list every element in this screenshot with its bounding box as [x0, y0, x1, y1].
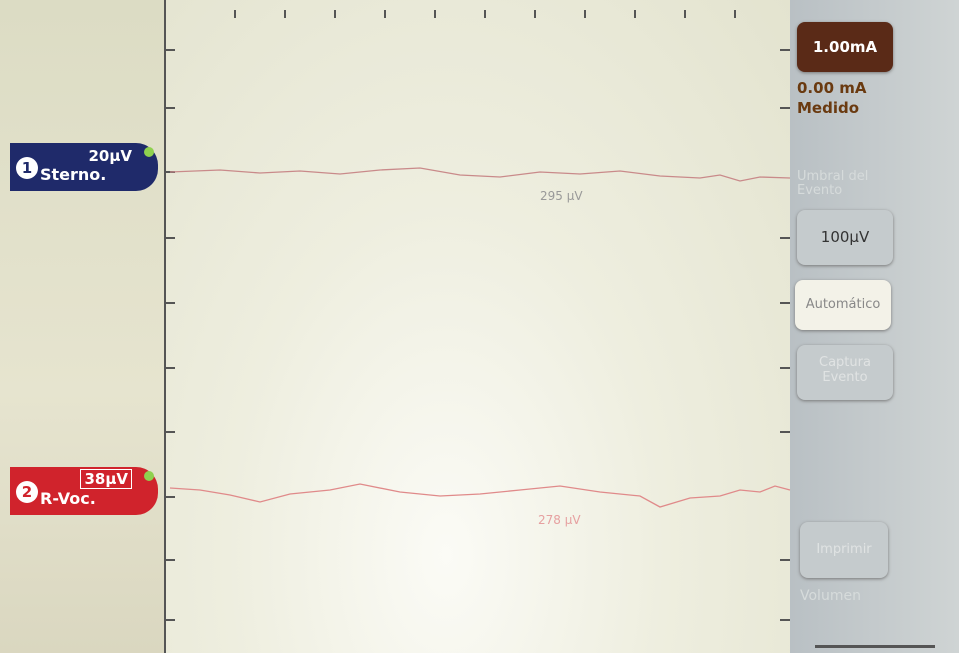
status-dot	[144, 471, 154, 481]
auto-button[interactable]: Automático	[795, 280, 891, 330]
channel-2-label[interactable]: 2 38µV R-Voc.	[10, 467, 158, 515]
trace-reading: 278 µV	[538, 513, 581, 527]
status-dot	[144, 147, 154, 157]
trace-2	[170, 484, 790, 507]
channel-name: Sterno.	[40, 165, 106, 184]
channel-amplitude: 20µV	[88, 147, 132, 165]
monitor-screen: 1 20µV Sterno. 2 38µV R-Voc. 295 µV 278 …	[0, 0, 959, 653]
trace-reading: 295 µV	[540, 189, 583, 203]
capture-button[interactable]: Captura Evento	[797, 345, 893, 400]
channel-number: 1	[16, 157, 38, 179]
stimulus-button[interactable]: 1.00mA	[797, 22, 893, 72]
threshold-label: Umbral del Evento	[797, 170, 892, 198]
threshold-button[interactable]: 100µV	[797, 210, 893, 265]
channel-number: 2	[16, 481, 38, 503]
measured-label: Medido	[797, 99, 859, 117]
channel-amplitude: 38µV	[80, 469, 132, 489]
volume-slider[interactable]	[815, 645, 935, 648]
axis-ticks	[165, 10, 790, 620]
channel-1-label[interactable]: 1 20µV Sterno.	[10, 143, 158, 191]
channel-name: R-Voc.	[40, 489, 96, 508]
measured-value: 0.00 mA	[797, 79, 866, 97]
print-button[interactable]: Imprimir	[800, 522, 888, 578]
trace-1	[170, 168, 790, 181]
volume-label: Volumen	[800, 588, 861, 604]
